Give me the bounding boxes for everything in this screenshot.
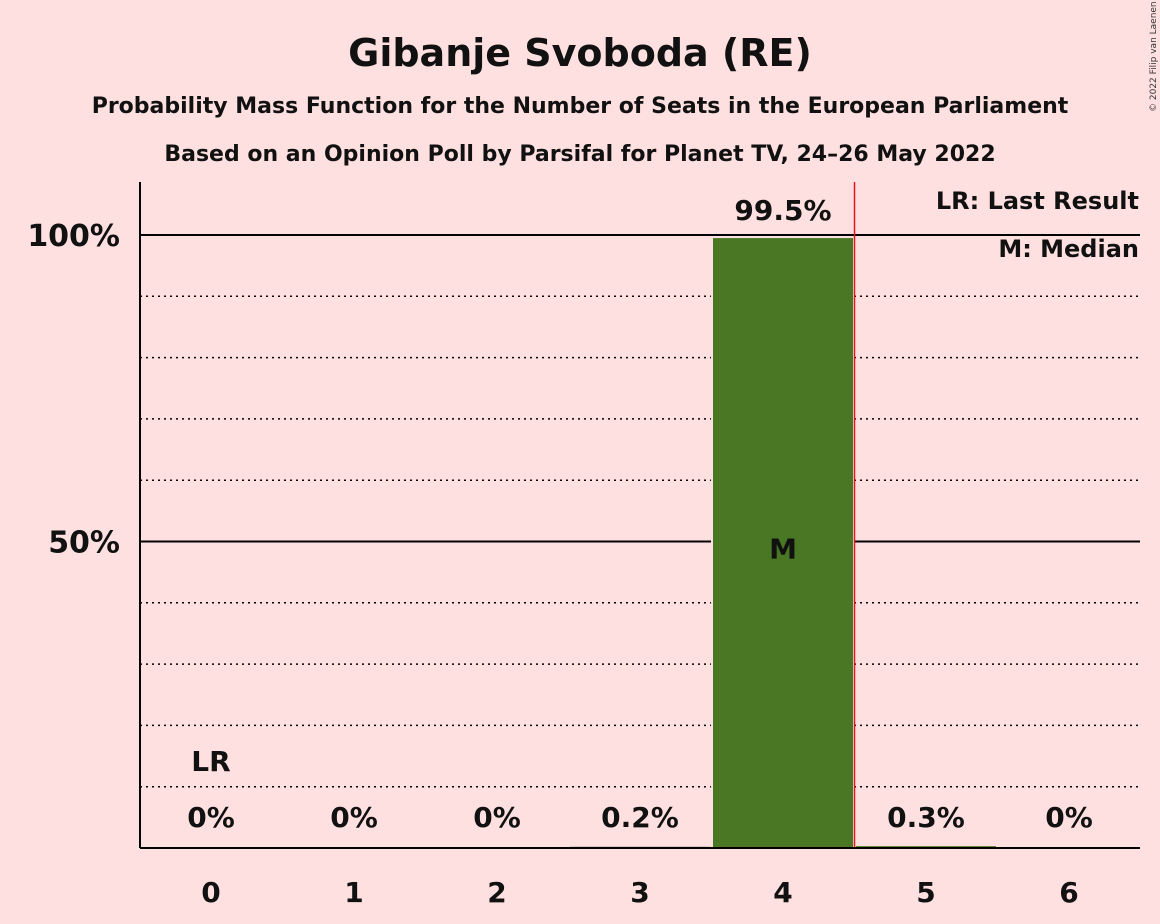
value-labels: 0% 0% 0% 0.2% 99.5% 0.3% 0% <box>187 194 1093 834</box>
axes <box>139 182 1140 849</box>
value-label: 99.5% <box>734 194 831 227</box>
grid <box>140 234 1140 788</box>
bar <box>713 238 853 848</box>
bars <box>568 236 998 848</box>
median-marker: M <box>769 533 797 566</box>
y-axis-ticks: 50% 100% <box>27 219 120 561</box>
x-axis-ticks: 0 1 2 3 4 5 6 <box>201 876 1078 909</box>
value-label: 0% <box>187 801 235 834</box>
legend-median: M: Median <box>998 235 1139 263</box>
x-tick-label: 5 <box>916 876 935 909</box>
value-label: 0.3% <box>887 801 965 834</box>
value-label: 0% <box>1045 801 1093 834</box>
y-tick-label: 100% <box>27 219 120 254</box>
x-tick-label: 0 <box>201 876 220 909</box>
value-label: 0.2% <box>601 801 679 834</box>
legend-last-result: LR: Last Result <box>936 187 1139 215</box>
bar-halo <box>854 844 998 848</box>
x-tick-label: 3 <box>630 876 649 909</box>
markers: LR M <box>191 533 797 779</box>
bar-halo <box>568 844 712 848</box>
value-label: 0% <box>330 801 378 834</box>
chart-subtitle-2: Based on an Opinion Poll by Parsifal for… <box>164 142 995 167</box>
x-tick-label: 1 <box>344 876 363 909</box>
copyright: © 2022 Filip van Laenen <box>1149 1 1159 112</box>
last-result-marker: LR <box>191 745 230 778</box>
x-tick-label: 6 <box>1059 876 1078 909</box>
chart-title: Gibanje Svoboda (RE) <box>348 31 812 75</box>
value-label: 0% <box>473 801 521 834</box>
x-tick-label: 2 <box>487 876 506 909</box>
y-tick-label: 50% <box>48 526 120 561</box>
chart-subtitle-1: Probability Mass Function for the Number… <box>92 94 1069 119</box>
x-tick-label: 4 <box>773 876 792 909</box>
